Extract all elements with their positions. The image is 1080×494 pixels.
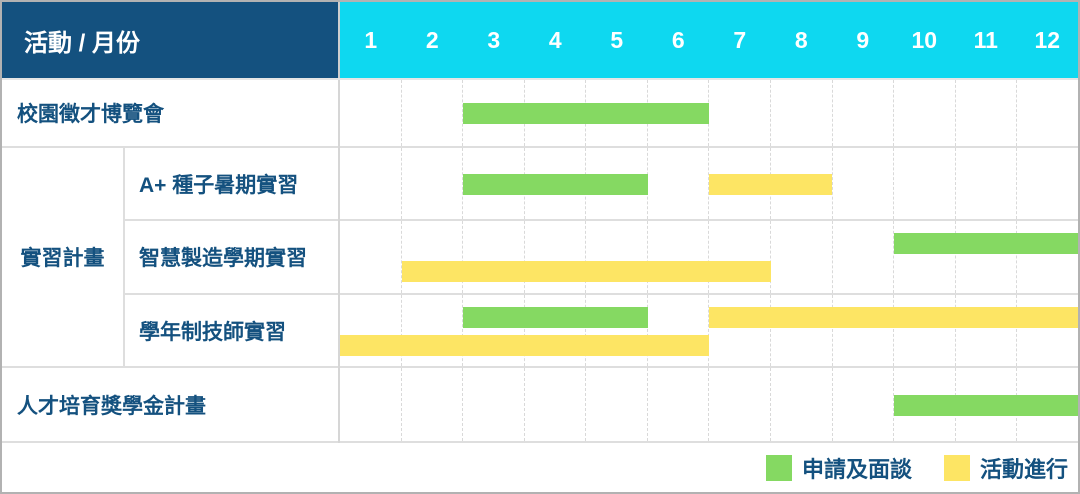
grid-cell [402, 148, 464, 219]
table-header: 活動 / 月份 1 2 3 4 5 6 7 8 9 10 11 12 [2, 2, 1078, 80]
legend-label-ongoing: 活動進行 [979, 456, 1068, 482]
month-header-5: 5 [610, 26, 624, 53]
grid-cell [340, 221, 402, 293]
gantt-bar-green [463, 173, 648, 195]
gantt-row [340, 295, 1078, 368]
gantt-bar-green [893, 394, 1078, 416]
grid-cell [833, 221, 895, 293]
group-row-internship: 實習計畫 A+ 種子暑期實習 智慧製造學期實習學年制技師實習 [2, 148, 338, 368]
gantt-bar-green [893, 233, 1078, 254]
row-label: 校園徵才博覽會 [2, 80, 338, 148]
month-gridlines [340, 80, 1078, 146]
grid-cell [956, 80, 1018, 146]
grid-cell [833, 148, 895, 219]
grid-cell [340, 368, 402, 441]
gantt-grid-area [340, 80, 1078, 443]
month-header-9: 9 [856, 26, 870, 53]
gantt-row [340, 148, 1078, 221]
grid-cell [771, 221, 833, 293]
gantt-bar-green [463, 103, 709, 124]
gantt-bar-yellow [709, 173, 832, 195]
month-header-1: 1 [364, 26, 378, 53]
green-swatch-icon [765, 454, 792, 481]
row-label: 人才培育獎學金計畫 [2, 368, 338, 443]
gantt-bar-yellow [340, 335, 709, 356]
grid-cell [771, 368, 833, 441]
gantt-bar-green [463, 307, 648, 328]
month-header-12: 12 [1034, 26, 1061, 53]
month-header-7: 7 [733, 26, 747, 53]
legend-item-ongoing: 活動進行 [943, 452, 1068, 484]
gantt-bar-yellow [401, 261, 771, 282]
grid-cell [1017, 295, 1078, 366]
grid-cell [402, 80, 464, 146]
grid-cell [894, 80, 956, 146]
grid-cell [833, 80, 895, 146]
grid-cell [709, 80, 772, 146]
grid-cell [402, 221, 464, 293]
month-header-4: 4 [548, 26, 562, 53]
row-label: 智慧製造學期實習 [125, 221, 338, 295]
month-gridlines [340, 221, 1078, 293]
grid-cell [709, 221, 772, 293]
month-header-2: 2 [425, 26, 439, 53]
grid-cell [833, 368, 895, 441]
gantt-row [340, 80, 1078, 148]
grid-cell [340, 148, 402, 219]
grid-cell [709, 368, 772, 441]
grid-cell [1017, 221, 1078, 293]
month-header-3: 3 [487, 26, 501, 53]
grid-cell [771, 295, 833, 366]
gantt-row [340, 221, 1078, 295]
legend: 申請及面談 活動進行 [2, 443, 1078, 492]
grid-cell [648, 221, 710, 293]
activity-label-column: 校園徵才博覽會 實習計畫 A+ 種子暑期實習 智慧製造學期實習學年制技師實習人才培育獎… [2, 80, 340, 443]
grid-cell [340, 80, 402, 146]
month-header-10: 10 [911, 26, 938, 53]
month-header-8: 8 [794, 26, 808, 53]
gantt-row [340, 368, 1078, 443]
grid-cell [894, 221, 956, 293]
grid-cell [525, 368, 587, 441]
grid-cell [1017, 148, 1078, 219]
grid-cell [956, 295, 1018, 366]
grid-cell [586, 368, 648, 441]
gantt-bar-yellow [709, 307, 1078, 328]
grid-cell [648, 368, 710, 441]
sub-label-column: A+ 種子暑期實習 智慧製造學期實習學年制技師實習 [125, 148, 338, 366]
grid-cell [463, 221, 525, 293]
grid-cell [956, 148, 1018, 219]
grid-cell [956, 221, 1018, 293]
chart-body: 校園徵才博覽會 實習計畫 A+ 種子暑期實習 智慧製造學期實習學年制技師實習人才培育獎… [2, 80, 1078, 443]
row-label: A+ 種子暑期實習 [125, 148, 338, 221]
grid-cell [709, 295, 772, 366]
yellow-swatch-icon [943, 454, 970, 481]
grid-cell [648, 148, 710, 219]
row-label: 學年制技師實習 [139, 320, 286, 344]
grid-cell [586, 221, 648, 293]
grid-cell [463, 368, 525, 441]
grid-cell [894, 295, 956, 366]
grid-cell [402, 368, 464, 441]
legend-item-application: 申請及面談 [765, 452, 912, 484]
month-header-11: 11 [973, 26, 998, 53]
corner-header-cell: 活動 / 月份 [2, 2, 340, 78]
corner-header-label: 活動 / 月份 [24, 29, 141, 57]
grid-cell [1017, 80, 1078, 146]
grid-cell [525, 221, 587, 293]
legend-label-application: 申請及面談 [801, 456, 912, 482]
group-label: 實習計畫 [2, 148, 125, 366]
grid-cell [894, 148, 956, 219]
month-header-6: 6 [671, 26, 685, 53]
grid-cell [833, 295, 895, 366]
month-header-band: 1 2 3 4 5 6 7 8 9 10 11 12 [340, 2, 1078, 78]
grid-cell [771, 80, 833, 146]
